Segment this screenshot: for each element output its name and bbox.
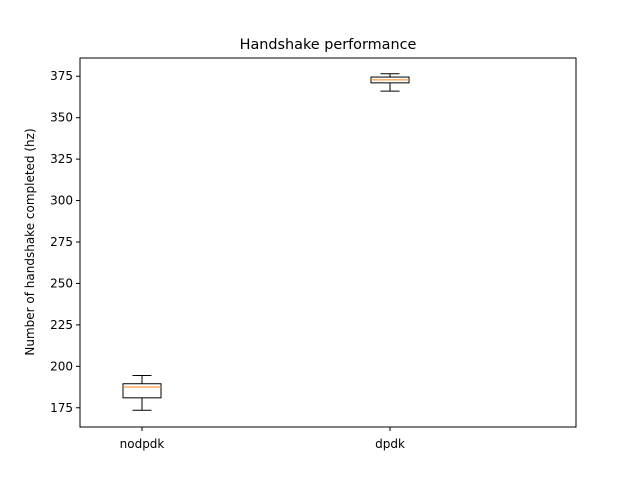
y-tick-label-325: 325	[50, 152, 73, 166]
y-tick-label-200: 200	[50, 359, 73, 373]
y-tick-label-225: 225	[50, 318, 73, 332]
y-tick-label-375: 375	[50, 69, 73, 83]
y-tick-label-175: 175	[50, 401, 73, 415]
chart-title: Handshake performance	[240, 37, 417, 53]
y-axis-label: Number of handshake completed (hz)	[23, 128, 37, 355]
y-tick-label-275: 275	[50, 235, 73, 249]
x-tick-label-dpdk: dpdk	[375, 437, 405, 451]
box-nodpdk	[122, 383, 162, 399]
y-tick-label-350: 350	[50, 111, 73, 125]
x-tick-label-nodpdk: nodpdk	[120, 437, 165, 451]
plot-area: 175 200 225 250 275 300 325 350 375 nodpdk dpdk	[50, 69, 410, 451]
y-tick-label-250: 250	[50, 276, 73, 290]
axes-frame	[79, 57, 577, 428]
y-tick-label-300: 300	[50, 194, 73, 208]
